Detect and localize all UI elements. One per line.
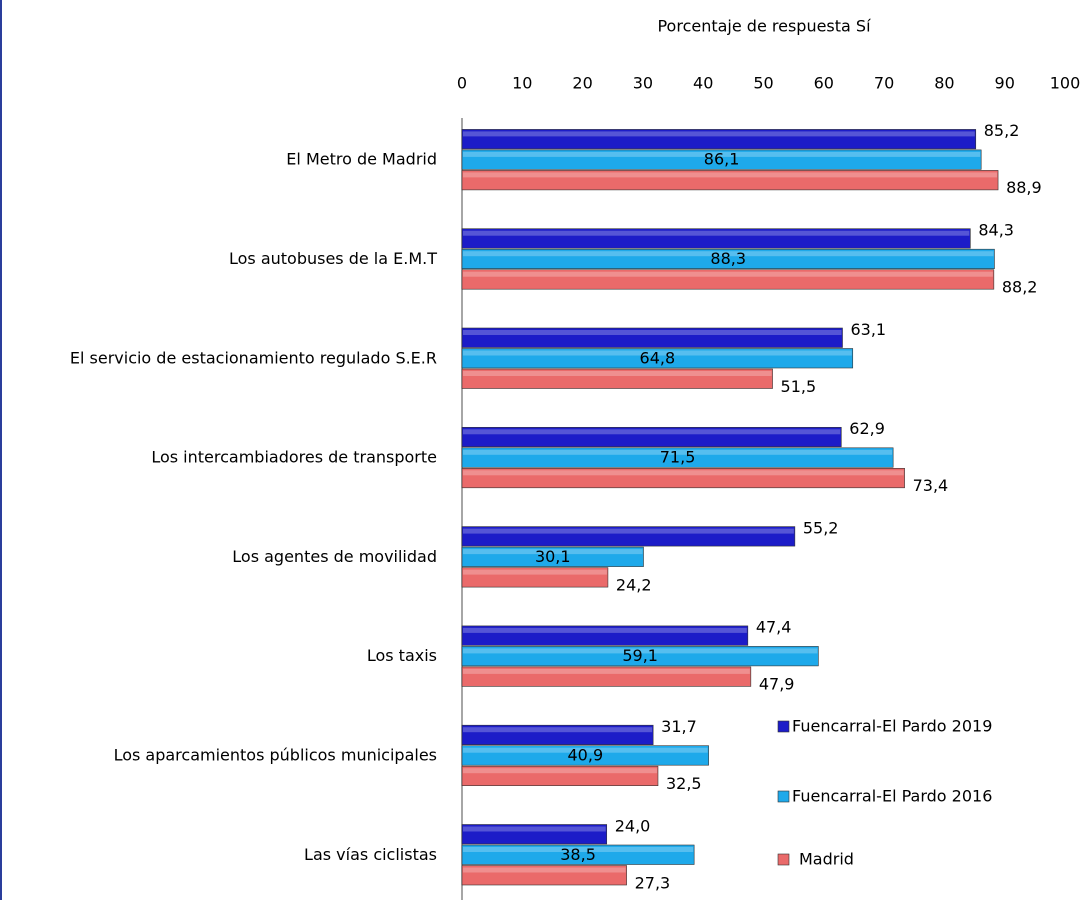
value-label: 31,7 [661, 717, 697, 736]
value-label: 59,1 [622, 646, 658, 665]
bar [461, 724, 654, 746]
legend-marker [777, 790, 790, 803]
bar-highlight [463, 668, 750, 674]
bar [461, 269, 995, 290]
x-tick-label: 10 [512, 74, 532, 93]
bar-highlight [463, 172, 998, 178]
bar-highlight [463, 627, 747, 633]
bar [461, 467, 905, 489]
value-label: 71,5 [660, 448, 696, 467]
legend-label: Fuencarral-El Pardo 2016 [792, 787, 992, 806]
bar-highlight [463, 151, 981, 157]
bar-highlight [463, 449, 893, 455]
y-tick-label: Las vías ciclistas [304, 845, 437, 864]
y-tick-label: Los intercambiadores de transporte [151, 448, 437, 467]
bar [461, 228, 971, 249]
bar-highlight [463, 429, 841, 435]
y-tick-label: Los aparcamientos públicos municipales [114, 745, 437, 764]
value-label: 73,4 [913, 476, 949, 495]
x-tick-label: 50 [753, 74, 773, 93]
bar [461, 765, 659, 787]
value-label: 32,5 [666, 774, 702, 793]
bar [461, 824, 608, 845]
bar-highlight [463, 371, 772, 376]
value-label: 24,0 [615, 816, 651, 835]
bar [461, 149, 982, 170]
x-tick-label: 60 [814, 74, 834, 93]
value-label: 88,2 [1002, 277, 1038, 296]
bar-highlight [463, 867, 626, 873]
bar-highlight [463, 826, 606, 832]
y-tick-label: Los taxis [367, 646, 437, 665]
bar-highlight [463, 330, 842, 335]
value-label: 64,8 [640, 348, 676, 367]
bar-highlight [463, 747, 708, 753]
value-label: 38,5 [560, 845, 596, 864]
x-tick-label: 100 [1050, 74, 1081, 93]
x-tick-label: 20 [572, 74, 592, 93]
bar [461, 844, 695, 865]
bar-highlight [463, 648, 818, 654]
bar-highlight [463, 727, 653, 733]
value-label: 51,5 [781, 377, 817, 396]
bar [461, 745, 709, 766]
bar [461, 170, 999, 191]
legend-label: Fuencarral-El Pardo 2019 [792, 717, 992, 736]
value-label: 85,2 [984, 121, 1020, 140]
bar [461, 368, 773, 389]
value-label: 88,3 [710, 249, 746, 268]
bar [461, 567, 609, 588]
y-tick-label: El servicio de estacionamiento regulado … [70, 348, 437, 367]
value-label: 55,2 [803, 518, 839, 537]
value-label: 62,9 [849, 419, 885, 438]
y-tick-label: El Metro de Madrid [286, 150, 437, 169]
bar-highlight [463, 131, 975, 137]
bar-highlight [463, 271, 993, 277]
bar [461, 666, 752, 687]
bar-highlight [463, 528, 794, 534]
bar-highlight [463, 230, 970, 236]
bar [461, 646, 819, 667]
bar [461, 865, 627, 886]
bar-highlight [463, 350, 852, 356]
x-tick-label: 30 [633, 74, 653, 93]
bar-highlight [463, 569, 607, 575]
bar [461, 526, 796, 547]
value-label: 86,1 [704, 150, 740, 169]
value-label: 63,1 [850, 320, 886, 339]
bar [461, 546, 644, 567]
legend-marker [777, 853, 790, 866]
value-label: 88,9 [1006, 178, 1042, 197]
value-label: 40,9 [568, 745, 604, 764]
bar [461, 327, 843, 348]
value-label: 47,9 [759, 675, 795, 694]
legend-label: Madrid [799, 850, 854, 869]
value-label: 27,3 [635, 873, 671, 892]
x-tick-label: 80 [934, 74, 954, 93]
axis-title: Porcentaje de respuesta Sí [657, 17, 871, 36]
bar [461, 426, 842, 448]
bar-highlight [463, 768, 657, 774]
value-label: 24,2 [616, 575, 652, 594]
x-tick-label: 90 [995, 74, 1015, 93]
bar [461, 129, 977, 150]
bar-highlight [463, 470, 904, 476]
x-tick-label: 40 [693, 74, 713, 93]
bar-highlight [463, 847, 694, 852]
bar [461, 348, 854, 369]
x-tick-label: 70 [874, 74, 894, 93]
value-label: 30,1 [535, 547, 571, 566]
value-label: 84,3 [978, 220, 1014, 239]
bar-highlight [463, 549, 643, 555]
bar [461, 625, 749, 646]
value-label: 47,4 [756, 618, 792, 637]
x-tick-label: 0 [457, 74, 467, 93]
bar [461, 248, 995, 269]
bar-highlight [463, 251, 994, 257]
y-tick-label: Los agentes de movilidad [232, 547, 437, 566]
legend-marker [777, 720, 790, 733]
bar [461, 447, 894, 468]
y-tick-label: Los autobuses de la E.M.T [229, 249, 437, 268]
